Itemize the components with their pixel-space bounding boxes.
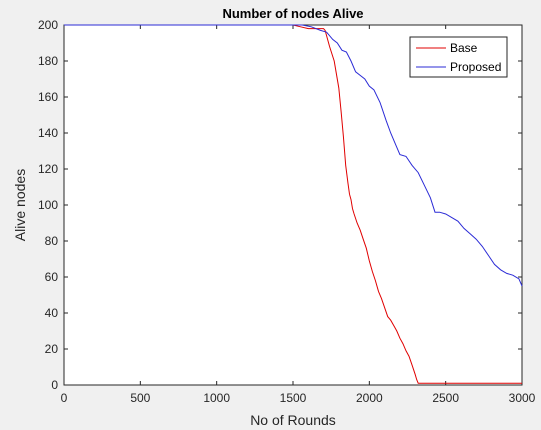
y-tick-label: 80 xyxy=(45,234,59,248)
y-tick-label: 40 xyxy=(45,306,59,320)
series-line-base xyxy=(64,24,522,384)
y-tick-label: 200 xyxy=(38,18,58,32)
x-tick-label: 0 xyxy=(61,391,68,405)
x-tick-label: 2500 xyxy=(432,391,459,405)
x-axis: 0 500 1000 1500 2000 2500 3000 xyxy=(61,25,536,405)
y-axis: 0 20 40 60 80 100 120 140 160 180 200 xyxy=(38,18,522,392)
y-tick-label: 160 xyxy=(38,90,58,104)
series-line-proposed xyxy=(64,24,523,287)
x-tick-label: 1000 xyxy=(203,391,230,405)
y-tick-label: 120 xyxy=(38,162,58,176)
legend-label-base: Base xyxy=(450,41,478,55)
y-tick-label: 140 xyxy=(38,126,58,140)
plot-area xyxy=(63,24,523,386)
y-axis-label: Alive nodes xyxy=(12,169,28,241)
x-tick-label: 500 xyxy=(130,391,150,405)
x-tick-label: 2000 xyxy=(356,391,383,405)
legend-label-proposed: Proposed xyxy=(450,60,501,74)
x-tick-label: 1500 xyxy=(280,391,307,405)
y-tick-label: 100 xyxy=(38,198,58,212)
y-tick-label: 180 xyxy=(38,54,58,68)
x-axis-label: No of Rounds xyxy=(250,412,336,428)
legend: Base Proposed xyxy=(409,36,508,78)
chart-title: Number of nodes Alive xyxy=(222,6,363,21)
series-layer xyxy=(64,24,523,384)
x-tick-label: 3000 xyxy=(509,391,536,405)
y-tick-label: 60 xyxy=(45,270,59,284)
legend-box xyxy=(409,36,508,78)
y-tick-label: 0 xyxy=(51,378,58,392)
y-tick-label: 20 xyxy=(45,342,59,356)
